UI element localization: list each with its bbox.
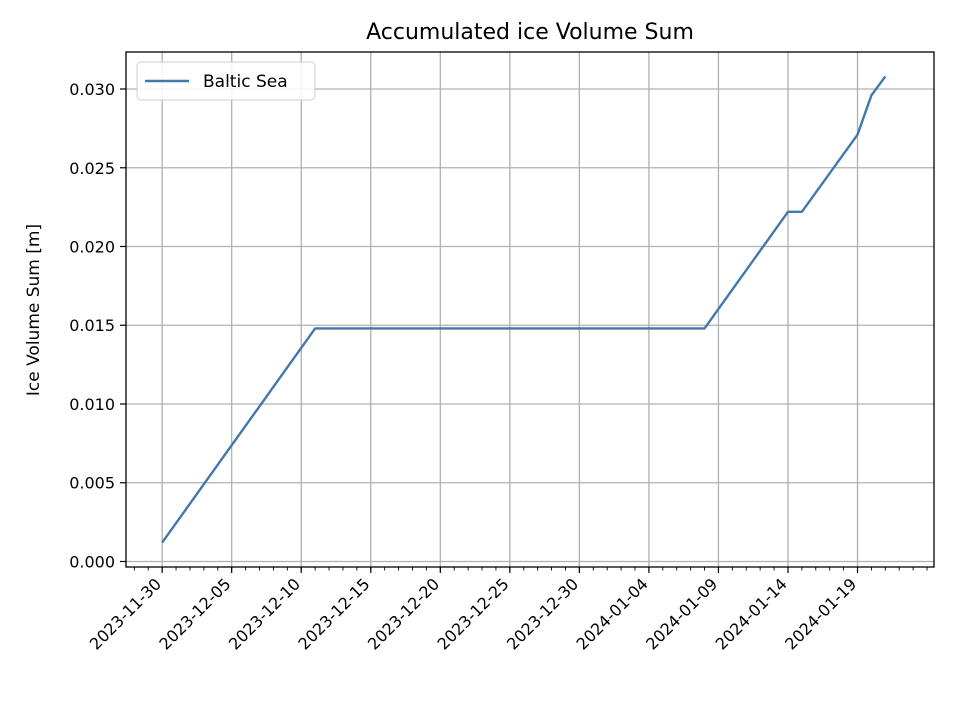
series-line-baltic-sea <box>161 75 887 544</box>
legend-label-baltic-sea: Baltic Sea <box>203 72 288 92</box>
y-tick-label: 0.020 <box>69 238 115 257</box>
legend: Baltic Sea <box>136 61 316 101</box>
y-axis-label: Ice Volume Sum [m] <box>24 224 44 396</box>
y-tick-label: 0.000 <box>69 552 115 571</box>
y-tick-label: 0.005 <box>69 474 115 493</box>
y-tick-label: 0.030 <box>69 80 115 99</box>
plot-area-frame <box>125 51 935 568</box>
legend-box <box>136 61 316 101</box>
y-axis: 0.000 0.005 0.010 0.015 0.020 0.025 0.030 <box>69 80 126 571</box>
chart-title: Accumulated ice Volume Sum <box>366 20 694 45</box>
y-tick-label: 0.025 <box>69 159 115 178</box>
y-tick-label: 0.015 <box>69 316 115 335</box>
y-tick-label: 0.010 <box>69 395 115 414</box>
grid <box>126 52 934 567</box>
series-layer <box>161 75 887 544</box>
